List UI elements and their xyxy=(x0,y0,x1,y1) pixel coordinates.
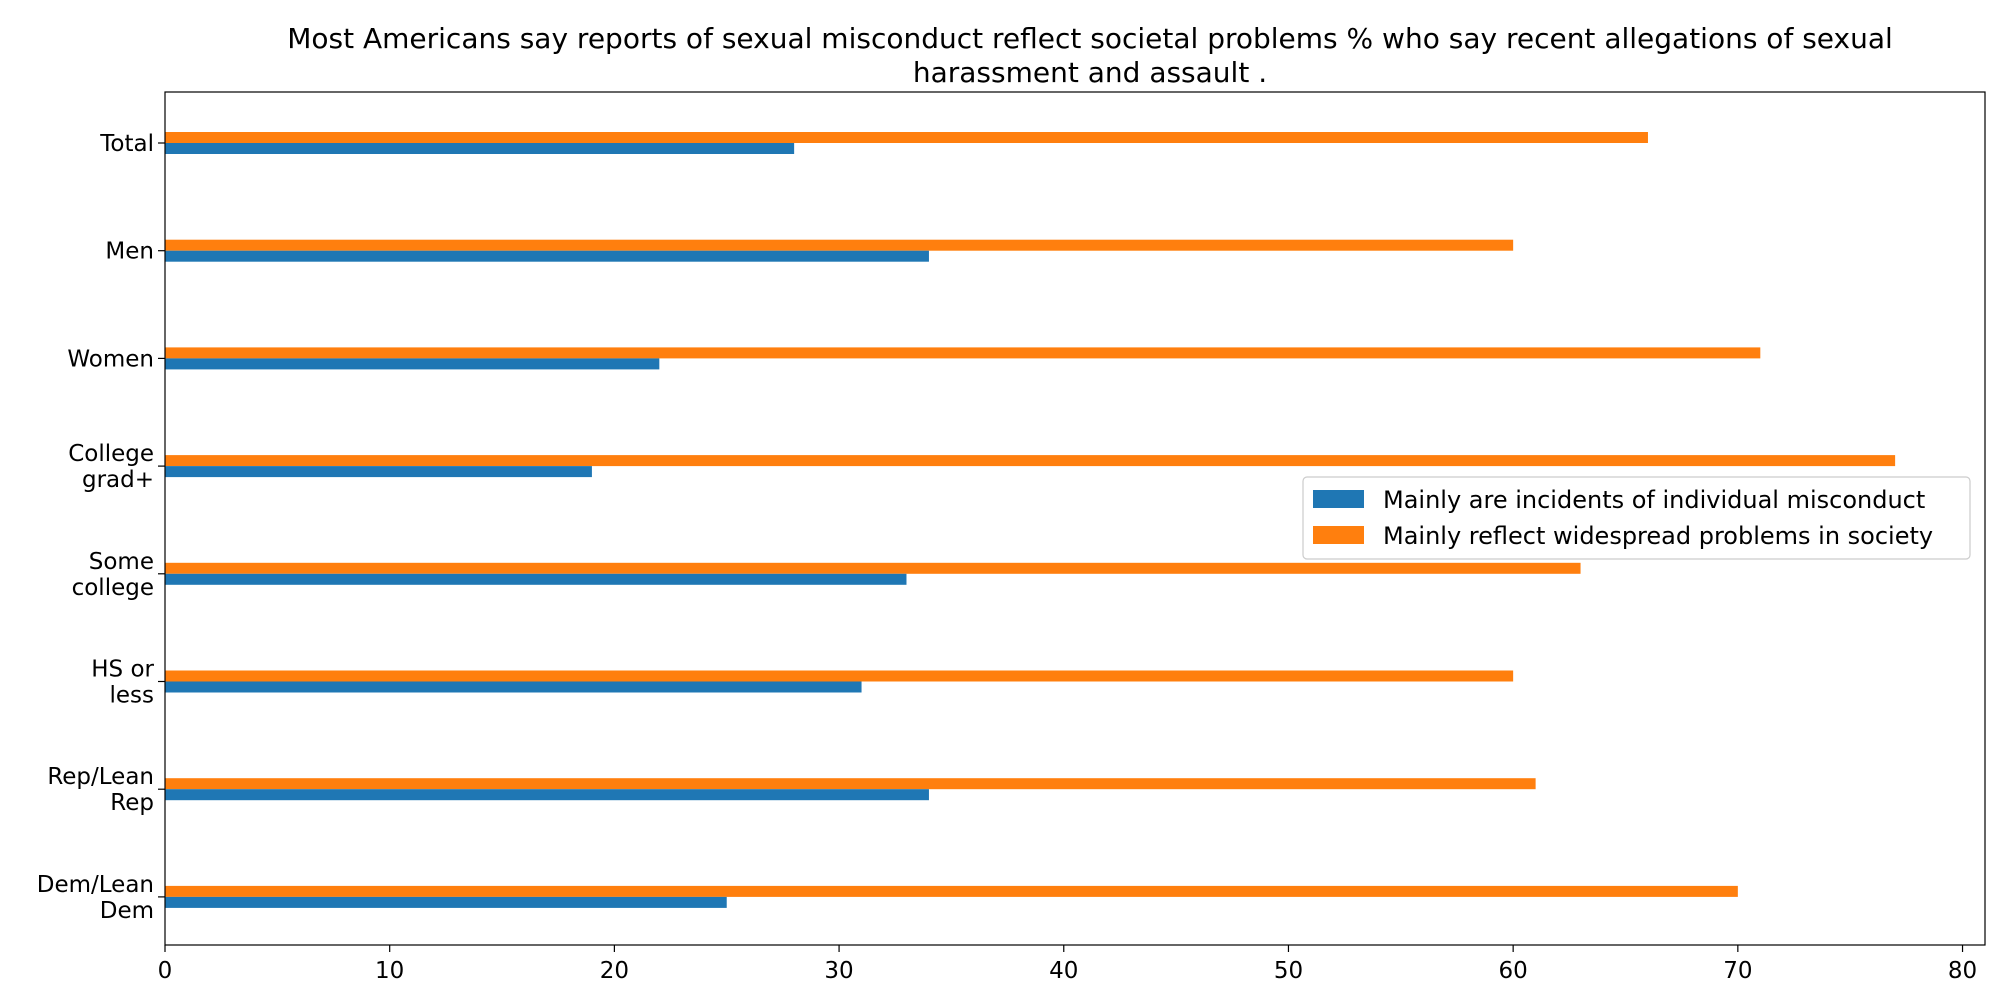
y-tick-label-3-0: College xyxy=(68,441,154,467)
bar-individual-misconduct-2 xyxy=(165,358,660,370)
bar-widespread-problems-5 xyxy=(165,670,1514,682)
x-tick-label-1: 10 xyxy=(375,958,404,984)
x-axis: 0 10 20 30 40 50 60 70 80 xyxy=(158,945,1977,984)
y-tick-label-3-1: grad+ xyxy=(82,467,154,493)
x-tick-label-0: 0 xyxy=(158,958,173,984)
x-tick-label-7: 70 xyxy=(1723,958,1752,984)
bar-widespread-problems-0 xyxy=(165,132,1648,143)
legend-swatch-1 xyxy=(1313,526,1364,544)
bar-individual-misconduct-7 xyxy=(165,896,727,908)
y-tick-label-5-0: HS or xyxy=(91,657,154,683)
x-tick-label-8: 80 xyxy=(1948,958,1977,984)
legend: Mainly are incidents of individual misco… xyxy=(1302,476,1971,560)
bar-individual-misconduct-4 xyxy=(165,573,907,585)
bar-individual-misconduct-6 xyxy=(165,789,929,801)
plot-area-frame xyxy=(164,91,1986,946)
bar-widespread-problems-3 xyxy=(165,455,1896,467)
legend-label-0: Mainly are incidents of individual misco… xyxy=(1383,486,1925,514)
bar-individual-misconduct-3 xyxy=(165,466,592,478)
bar-widespread-problems-6 xyxy=(165,778,1536,790)
bar-individual-misconduct-1 xyxy=(165,250,929,262)
bar-individual-misconduct-0 xyxy=(165,143,795,154)
chart-title-line-1: Most Americans say reports of sexual mis… xyxy=(287,22,1893,55)
x-tick-label-4: 40 xyxy=(1049,958,1078,984)
legend-box xyxy=(1302,476,1971,560)
bar-widespread-problems-2 xyxy=(165,347,1761,359)
legend-label-1: Mainly reflect widespread problems in so… xyxy=(1383,522,1933,550)
y-tick-label-4-0: Some xyxy=(89,549,154,575)
bars-group xyxy=(165,132,1896,908)
y-tick-label-6-0: Rep/Lean xyxy=(47,764,154,790)
y-tick-label-4-1: college xyxy=(72,575,154,601)
y-tick-label-7-0: Dem/Lean xyxy=(37,872,154,898)
x-tick-label-2: 20 xyxy=(600,958,629,984)
y-tick-label-6-1: Rep xyxy=(110,790,154,816)
x-tick-label-5: 50 xyxy=(1274,958,1303,984)
legend-swatch-0 xyxy=(1313,490,1364,508)
x-tick-label-3: 30 xyxy=(824,958,853,984)
bar-widespread-problems-7 xyxy=(165,885,1738,897)
bar-widespread-problems-1 xyxy=(165,239,1514,251)
bar-widespread-problems-4 xyxy=(165,562,1581,574)
bar-individual-misconduct-5 xyxy=(165,681,862,693)
y-tick-label-0-0: Total xyxy=(99,131,154,157)
y-tick-label-7-1: Dem xyxy=(100,898,154,924)
chart-title-line-2: harassment and assault . xyxy=(913,56,1267,89)
x-tick-label-6: 60 xyxy=(1499,958,1528,984)
y-tick-label-1-0: Men xyxy=(105,239,154,265)
y-tick-label-5-1: less xyxy=(109,683,154,709)
y-tick-label-2-0: Women xyxy=(67,346,154,372)
